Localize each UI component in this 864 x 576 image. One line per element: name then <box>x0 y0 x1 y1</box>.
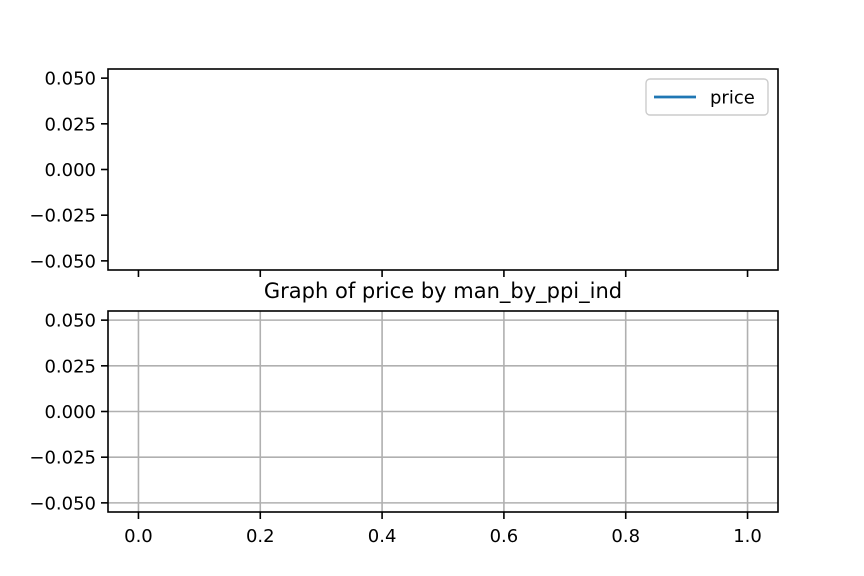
chart-title: Graph of price by man_by_ppi_ind <box>264 279 622 304</box>
y-tick-label: 0.050 <box>44 69 96 90</box>
x-tick-label: 1.0 <box>733 526 762 547</box>
x-tick-label: 0.6 <box>490 526 519 547</box>
x-tick-label: 0.4 <box>368 526 397 547</box>
y-tick-label: −0.025 <box>29 206 96 227</box>
x-tick-label: 0.8 <box>611 526 640 547</box>
bottom-subplot: 0.050 0.025 0.000 −0.025 −0.050 0.0 0.2 0.4 0.6 0… <box>29 279 779 547</box>
legend: price <box>645 78 769 116</box>
x-tick-label: 0.2 <box>246 526 275 547</box>
y-tick-label: 0.000 <box>44 402 96 423</box>
x-tick-label: 0.0 <box>124 526 153 547</box>
y-tick-label: −0.050 <box>29 493 96 514</box>
y-tick-label: 0.050 <box>44 311 96 332</box>
y-tick-label: −0.025 <box>29 448 96 469</box>
y-tick-label: 0.025 <box>44 114 96 135</box>
y-tick-label: −0.050 <box>29 251 96 272</box>
legend-label: price <box>710 88 755 109</box>
y-tick-label: 0.000 <box>44 160 96 181</box>
top-subplot: 0.050 0.025 0.000 −0.025 −0.050 price <box>29 68 779 277</box>
legend-box <box>645 78 769 116</box>
y-tick-label: 0.025 <box>44 356 96 377</box>
